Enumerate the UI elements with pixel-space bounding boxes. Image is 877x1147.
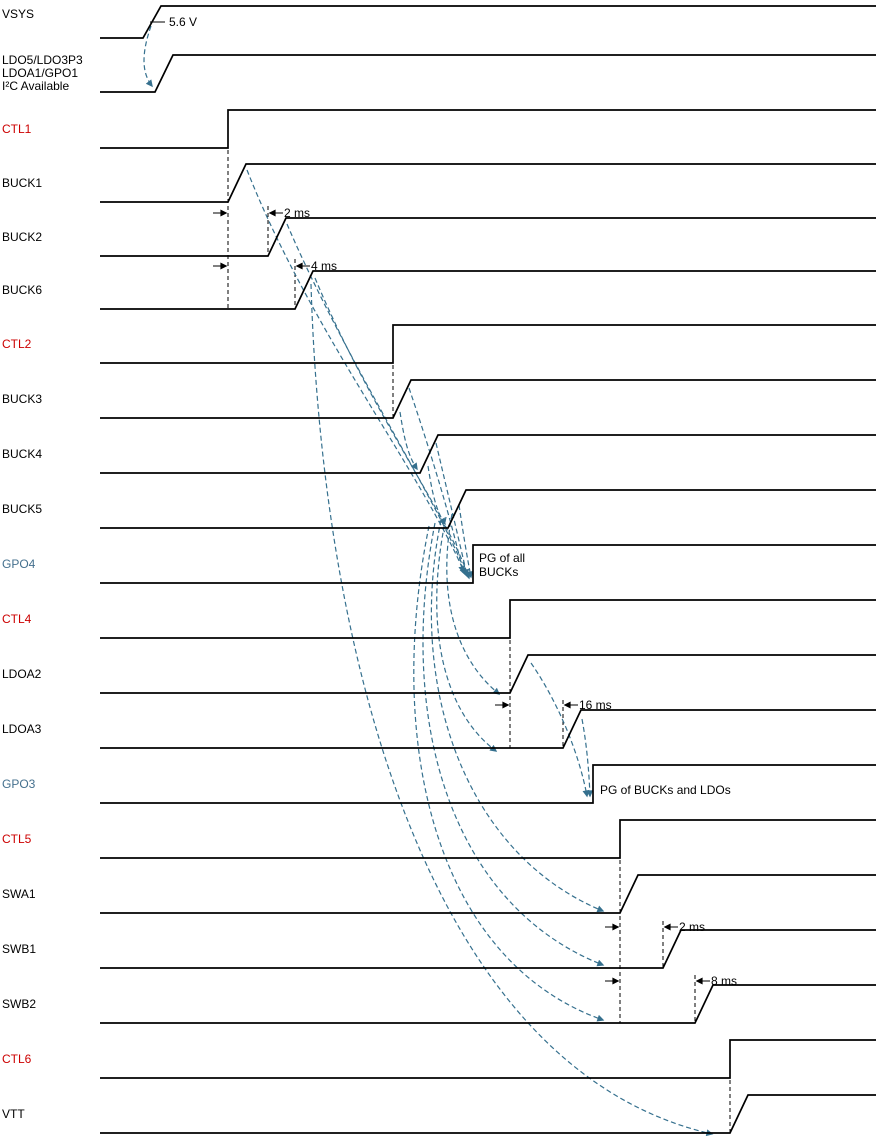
signal-label-line: SWB2 — [2, 997, 37, 1011]
signal-label-buck5: BUCK5 — [2, 503, 42, 516]
dim-label-1: 4 ms — [311, 259, 337, 273]
gpo4-note: BUCKs — [479, 565, 518, 579]
dim-label-4: 8 ms — [711, 974, 737, 988]
signal-label-vsys: VSYS — [2, 8, 34, 21]
buck6-waveform — [100, 270, 876, 310]
ctl5-waveform — [100, 819, 876, 859]
dependency-arrow-buck6-to-gpo4 — [314, 277, 471, 580]
signal-label-line: VSYS — [2, 7, 35, 21]
signal-label-line: CTL2 — [2, 337, 32, 351]
signal-label-line: LDO5/LDO3P3 — [2, 53, 83, 67]
signal-label-buck6: BUCK6 — [2, 284, 42, 297]
ctl6-waveform — [100, 1039, 876, 1079]
dependency-arrow-ldoa3-to-gpo3 — [581, 718, 594, 798]
buck4-waveform — [100, 434, 876, 474]
signal-label-ldoa3: LDOA3 — [2, 723, 41, 736]
signal-label-gpo4: GPO4 — [2, 558, 35, 571]
signal-label-line: CTL6 — [2, 1052, 32, 1066]
signal-label-swb2: SWB2 — [2, 998, 36, 1011]
ctl4-waveform — [100, 599, 876, 639]
buck3-waveform — [100, 379, 876, 419]
signal-label-ctl6: CTL6 — [2, 1053, 31, 1066]
ctl1-waveform — [100, 109, 876, 149]
signal-label-line: BUCK6 — [2, 283, 43, 297]
signal-label-line: BUCK5 — [2, 502, 43, 516]
dependency-arrow-buck2-to-gpo4 — [286, 223, 469, 578]
signal-label-ctl1: CTL1 — [2, 123, 31, 136]
buck5-waveform — [100, 489, 876, 529]
signal-label-buck1: BUCK1 — [2, 177, 42, 190]
signal-label-line: CTL1 — [2, 122, 32, 136]
signal-label-line: SWA1 — [2, 887, 36, 901]
dependency-arrow-bucks-pg-to-ldoa3 — [436, 516, 498, 752]
ldoa2-waveform — [100, 654, 876, 694]
dependency-arrow-vsys-to-ldo5 — [143, 25, 153, 88]
dependency-arrow-buck3-to-buck4 — [399, 411, 418, 471]
gpo4-note: PG of all — [479, 551, 525, 565]
dependency-arrow-bucks-pg-to-swb1 — [422, 522, 605, 967]
signal-label-line: I²C Available — [2, 79, 70, 93]
signal-label-line: BUCK4 — [2, 447, 43, 461]
signal-label-line: BUCK3 — [2, 392, 43, 406]
swa1-waveform — [100, 874, 876, 914]
gpo3-note: PG of BUCKs and LDOs — [600, 783, 731, 797]
dim-label-2: 16 ms — [579, 698, 612, 712]
signal-label-vtt: VTT — [2, 1108, 25, 1121]
dependency-arrow-bucks-pg-to-ldoa2 — [446, 513, 501, 695]
signal-label-line: CTL5 — [2, 832, 32, 846]
signal-label-line: BUCK2 — [2, 230, 43, 244]
dependency-arrow-bucks-pg-to-swb2 — [413, 525, 605, 1022]
dependency-arrow-bucks-pg-to-swa1 — [430, 519, 605, 913]
buck2-waveform — [100, 217, 876, 257]
signal-label-ldoa2: LDOA2 — [2, 668, 41, 681]
signal-label-line: VTT — [2, 1107, 25, 1121]
signal-label-ldo5: LDO5/LDO3P3 LDOA1/GPO1 I²C Available — [2, 54, 83, 93]
signal-label-line: CTL4 — [2, 612, 32, 626]
dependency-arrow-buck6-to-vtt — [310, 283, 714, 1137]
dependency-arrow-buck4-to-gpo4 — [435, 442, 470, 577]
signal-label-line: LDOA2 — [2, 667, 42, 681]
vsys-waveform — [100, 5, 876, 39]
dim-label-0: 2 ms — [284, 206, 310, 220]
swb1-waveform — [100, 929, 876, 969]
signal-label-line: SWB1 — [2, 942, 37, 956]
signal-label-swb1: SWB1 — [2, 943, 36, 956]
dependency-arrow-ldoa2-to-gpo3 — [530, 662, 590, 798]
gpo4-waveform — [100, 544, 876, 584]
signal-label-line: BUCK1 — [2, 176, 43, 190]
vsys-note: 5.6 V — [169, 15, 197, 29]
ldo5-waveform — [100, 54, 876, 93]
ctl2-waveform — [100, 324, 876, 364]
dependency-arrow-buck3-to-gpo4 — [408, 387, 466, 574]
signal-label-ctl5: CTL5 — [2, 833, 31, 846]
swb2-waveform — [100, 984, 876, 1024]
signal-label-gpo3: GPO3 — [2, 778, 35, 791]
signal-label-buck2: BUCK2 — [2, 231, 42, 244]
dim-label-3: 2 ms — [679, 920, 705, 934]
signal-label-line: LDOA3 — [2, 722, 42, 736]
signal-label-buck4: BUCK4 — [2, 448, 42, 461]
signal-label-line: GPO3 — [2, 777, 36, 791]
signal-label-swa1: SWA1 — [2, 888, 36, 901]
buck1-waveform — [100, 163, 876, 203]
vtt-waveform — [100, 1094, 876, 1134]
signal-label-ctl4: CTL4 — [2, 613, 31, 626]
ldoa3-waveform — [100, 709, 876, 749]
signal-label-line: LDOA1/GPO1 — [2, 66, 79, 80]
signal-label-line: GPO4 — [2, 557, 36, 571]
signal-label-buck3: BUCK3 — [2, 393, 42, 406]
gpo3-waveform — [100, 764, 876, 804]
dependency-arrow-buck5-to-gpo4 — [458, 504, 474, 579]
signal-label-ctl2: CTL2 — [2, 338, 31, 351]
